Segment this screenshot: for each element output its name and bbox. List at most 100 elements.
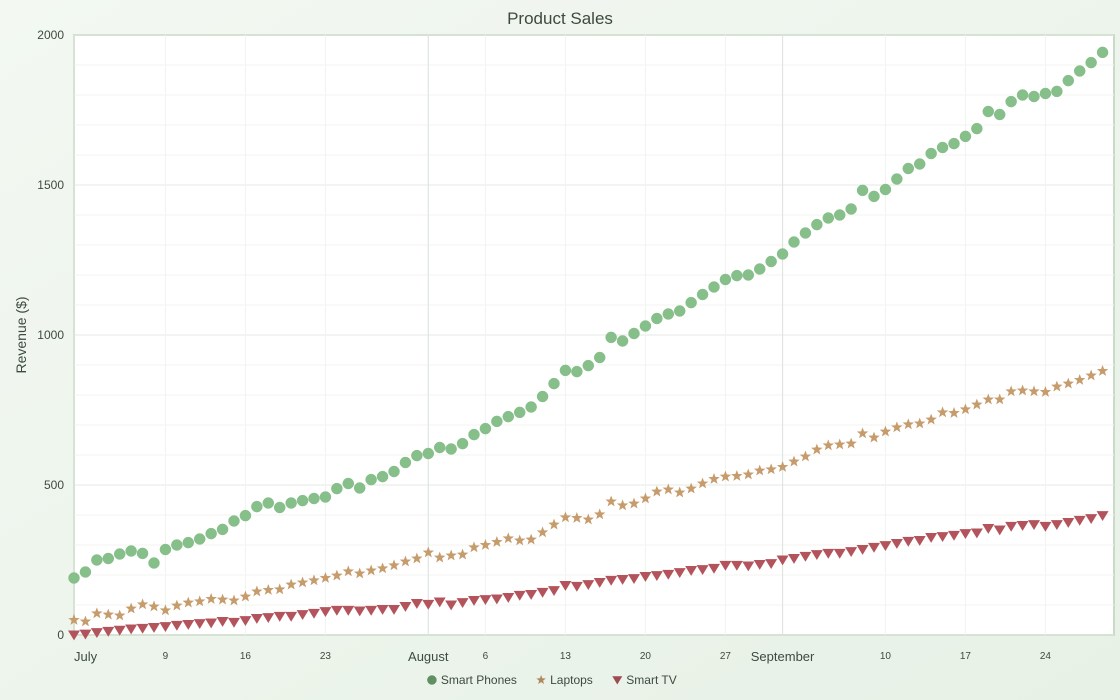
data-point-smart-tv — [479, 595, 492, 605]
data-point-smart-tv — [1062, 518, 1075, 528]
x-tick-label-major: July — [74, 649, 98, 664]
legend-label-laptops: Laptops — [550, 673, 593, 687]
data-point-smart-tv — [902, 536, 915, 547]
data-point-smart-tv — [399, 602, 412, 612]
data-point-smart-tv — [845, 547, 858, 557]
data-point-laptops — [1016, 384, 1029, 396]
data-point-smart-tv — [753, 560, 766, 570]
data-point-laptops — [68, 614, 80, 625]
data-point-laptops — [959, 403, 972, 415]
data-point-smart-tv — [365, 605, 378, 616]
x-tick-label-minor: 27 — [720, 651, 732, 662]
data-point-smart-phones — [159, 543, 172, 556]
data-point-laptops — [1051, 380, 1063, 392]
data-point-smart-tv — [90, 628, 103, 638]
data-point-laptops — [536, 526, 549, 538]
data-point-laptops — [868, 431, 880, 443]
data-point-laptops — [182, 596, 194, 608]
data-point-smart-phones — [376, 470, 389, 483]
data-point-smart-phones — [399, 456, 412, 469]
data-point-laptops — [365, 564, 377, 576]
data-point-smart-tv — [868, 542, 880, 553]
data-point-laptops — [776, 461, 789, 472]
data-point-smart-phones — [216, 523, 229, 536]
data-point-smart-phones — [639, 320, 652, 332]
data-point-smart-phones — [673, 305, 686, 317]
data-point-smart-phones — [753, 263, 766, 275]
data-point-laptops — [605, 495, 617, 507]
data-point-smart-tv — [1028, 520, 1040, 530]
data-point-laptops — [79, 615, 92, 627]
data-point-laptops — [1062, 377, 1074, 389]
data-point-smart-phones — [342, 477, 355, 490]
data-point-smart-phones — [1096, 46, 1109, 59]
legend-item-smart-tv[interactable]: Smart TV — [612, 673, 677, 687]
data-point-smart-tv — [639, 572, 652, 582]
data-point-smart-tv — [273, 611, 286, 622]
data-point-laptops — [262, 584, 274, 595]
data-point-smart-phones — [708, 281, 720, 293]
data-point-smart-tv — [662, 569, 675, 580]
data-point-smart-phones — [788, 236, 800, 248]
data-point-smart-tv — [388, 605, 400, 615]
data-point-laptops — [1074, 374, 1086, 385]
data-point-smart-tv — [262, 613, 275, 623]
data-point-laptops — [696, 477, 709, 489]
data-point-smart-tv — [170, 620, 183, 631]
data-point-smart-tv — [513, 590, 526, 601]
data-point-smart-tv — [559, 581, 572, 591]
legend-item-smart-phones[interactable]: Smart Phones — [427, 673, 517, 687]
data-point-smart-phones — [605, 331, 617, 344]
data-point-laptops — [1039, 386, 1052, 397]
legend-item-laptops[interactable]: Laptops — [536, 673, 593, 687]
data-point-laptops — [811, 443, 823, 455]
data-point-smart-tv — [536, 587, 549, 598]
data-point-laptops — [902, 418, 914, 430]
data-point-smart-tv — [650, 571, 663, 581]
data-point-smart-phones — [799, 227, 812, 239]
data-point-laptops — [228, 594, 240, 606]
data-point-smart-phones — [479, 422, 492, 435]
legend-label-smart-phones: Smart Phones — [441, 673, 517, 687]
x-tick-label-minor: 6 — [483, 651, 489, 662]
data-point-smart-phones — [491, 415, 503, 428]
data-point-smart-tv — [342, 605, 355, 616]
data-point-laptops — [765, 463, 777, 475]
data-point-smart-tv — [605, 575, 618, 586]
data-point-smart-tv — [330, 605, 343, 616]
data-point-smart-phones — [285, 497, 297, 509]
x-tick-label-minor: 13 — [560, 651, 572, 662]
data-point-laptops — [296, 576, 309, 588]
data-point-laptops — [388, 559, 400, 571]
data-point-smart-tv — [445, 600, 458, 611]
data-point-smart-tv — [673, 568, 686, 578]
data-point-smart-phones — [1073, 65, 1086, 77]
data-point-smart-tv — [308, 608, 320, 619]
data-point-smart-phones — [833, 209, 846, 221]
data-point-smart-tv — [1050, 520, 1063, 530]
data-point-smart-tv — [548, 586, 560, 596]
data-point-smart-phones — [936, 141, 949, 154]
data-point-smart-tv — [159, 622, 172, 632]
chart-title: Product Sales — [507, 9, 613, 28]
x-tick-label-minor: 10 — [880, 651, 892, 662]
legend-marker-smart-tv — [612, 676, 623, 685]
data-point-smart-tv — [925, 533, 938, 543]
data-point-smart-phones — [571, 365, 583, 378]
data-point-smart-phones — [136, 547, 149, 560]
data-point-smart-phones — [651, 312, 663, 325]
data-point-laptops — [594, 508, 606, 520]
data-point-smart-phones — [685, 296, 697, 309]
x-tick-label-major: September — [751, 649, 815, 664]
data-point-smart-tv — [719, 560, 732, 571]
data-point-smart-phones — [948, 137, 960, 150]
data-point-smart-phones — [68, 572, 80, 584]
data-point-laptops — [136, 598, 149, 610]
data-point-smart-tv — [582, 580, 595, 590]
data-point-smart-phones — [296, 494, 309, 507]
data-point-smart-phones — [251, 500, 263, 513]
legend-label-smart-tv: Smart TV — [626, 673, 676, 687]
data-point-smart-phones — [856, 184, 869, 197]
x-tick-label-minor: 9 — [163, 651, 169, 662]
